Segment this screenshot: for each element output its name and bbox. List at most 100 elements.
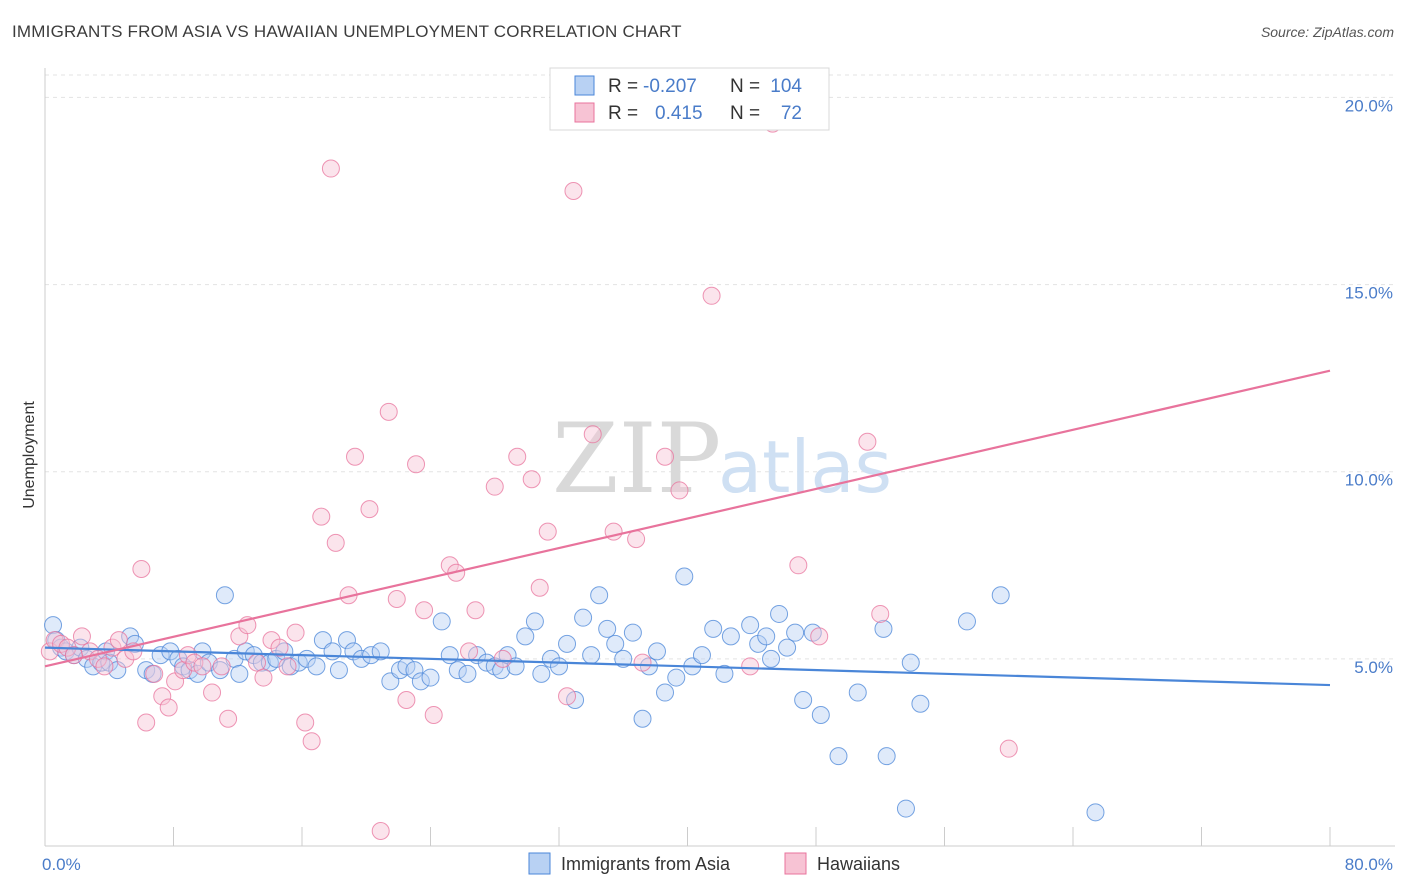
hawaiians-point-64	[633, 653, 652, 672]
hawaiians-point-48	[424, 706, 443, 724]
hawaiians-point-52	[466, 601, 485, 620]
asia-point-76	[633, 709, 652, 728]
hawaiians-point-15	[145, 664, 164, 683]
asia-point-103	[911, 694, 930, 713]
hawaiians-point-58	[538, 522, 557, 541]
source-label: Source: ZipAtlas.com	[1260, 24, 1394, 40]
x-tick-label-0: 0.0%	[42, 855, 81, 874]
bottom-legend-label-asia: Immigrants from Asia	[561, 854, 731, 874]
asia-point-66	[550, 657, 568, 676]
asia-point-71	[590, 586, 609, 605]
hawaiians-point-16	[153, 687, 172, 706]
asia-point-54	[448, 661, 467, 680]
asia-point-84	[704, 619, 723, 638]
asia-point-69	[574, 608, 593, 627]
asia-point-43	[352, 649, 371, 668]
asia-point-101	[896, 799, 915, 818]
asia-point-93	[786, 623, 805, 642]
axes	[44, 68, 1395, 847]
asia-point-98	[848, 683, 867, 702]
hawaiians-point-10	[109, 631, 128, 650]
hawaiians-point-37	[321, 159, 340, 178]
hawaiians-point-47	[415, 601, 434, 620]
asia-point-73	[606, 634, 625, 653]
asia-point-96	[811, 706, 830, 724]
asia-point-102	[901, 653, 920, 672]
asia-point-41	[337, 631, 356, 650]
asia-point-105	[991, 586, 1010, 605]
asia-point-79	[656, 683, 675, 702]
asia-point-62	[516, 627, 535, 646]
asia-point-64	[532, 664, 551, 683]
tick-labels: 5.0% 10.0% 15.0% 20.0% 0.0% 80.0%	[42, 96, 1393, 874]
y-tick-label-3: 20.0%	[1345, 96, 1393, 115]
hawaiians-point-43	[379, 402, 398, 421]
hawaiians-point-34	[296, 713, 315, 732]
hawaiians-point-46	[407, 455, 426, 474]
hawaiians-point-40	[346, 447, 365, 466]
asia-point-53	[440, 646, 459, 665]
asia-point-104	[957, 612, 976, 631]
hawaiians-point-59	[558, 687, 577, 706]
bottom-legend-swatch-asia	[528, 852, 551, 875]
hawaiians-point-56	[522, 470, 541, 489]
hawaiians-point-33	[286, 623, 305, 642]
asia-point-50	[411, 672, 430, 691]
hawaiians-point-44	[387, 589, 406, 608]
hawaiians-point-53	[485, 477, 504, 496]
hawaiians-point-22	[193, 657, 212, 676]
asia-point-67	[558, 634, 577, 653]
watermark: ZIP atlas	[552, 403, 892, 515]
watermark-atlas: atlas	[718, 425, 892, 509]
asia-point-83	[692, 646, 711, 665]
hawaiians-point-13	[132, 560, 151, 579]
hawaiians-point-28	[248, 653, 267, 672]
asia-point-45	[371, 642, 390, 661]
x-tick-label-1: 80.0%	[1345, 855, 1393, 874]
y-axis-label: Unemployment	[21, 401, 38, 509]
legend-n-value-asia: 104	[770, 76, 802, 97]
hawaiians-point-71	[789, 556, 808, 575]
asia-trend-line	[44, 646, 1331, 687]
bottom-legend-swatch-hawaiians	[784, 852, 807, 875]
asia-point-63	[525, 612, 544, 631]
bottom-legend-label-hawaiians: Hawaiians	[817, 854, 900, 874]
asia-point-81	[675, 567, 694, 586]
y-tick-label-2: 15.0%	[1345, 284, 1393, 303]
hawaiians-point-51	[460, 642, 479, 661]
asia-point-89	[757, 627, 776, 646]
hawaiians-point-36	[312, 507, 331, 526]
asia-point-44	[362, 646, 381, 665]
asia-point-0	[44, 616, 63, 635]
legend-swatch-hawaiians	[574, 102, 595, 123]
legend-n-label-asia: N =	[730, 76, 760, 97]
hawaiians-point-75	[999, 739, 1018, 758]
hawaiians-point-65	[656, 447, 675, 466]
hawaiians-point-17	[159, 698, 178, 717]
asia-point-51	[421, 668, 440, 687]
legend-n-label-hawaiians: N =	[730, 103, 760, 124]
hawaiians-point-72	[810, 627, 829, 646]
hawaiians-point-41	[360, 500, 379, 519]
asia-point-39	[323, 642, 342, 661]
asia-point-85	[715, 664, 734, 683]
hawaiians-point-45	[397, 691, 416, 710]
legend-r-label-hawaiians: R =	[608, 103, 638, 124]
asia-point-52	[432, 612, 451, 631]
asia-point-55	[458, 664, 477, 683]
hawaiians-point-66	[670, 481, 689, 500]
asia-point-37	[307, 657, 326, 676]
watermark-zip: ZIP	[552, 403, 721, 515]
hawaiians-point-8	[95, 657, 114, 676]
asia-point-91	[770, 604, 789, 623]
asia-point-99	[874, 619, 893, 638]
hawaiians-point-57	[530, 578, 549, 597]
hawaiians-point-23	[203, 683, 222, 702]
bottom-legend: Immigrants from Asia Hawaiians	[528, 852, 900, 875]
asia-point-86	[721, 627, 740, 646]
asia-point-87	[741, 616, 760, 635]
asia-point-80	[667, 668, 686, 687]
hawaiians-point-54	[493, 649, 512, 668]
hawaiians-point-38	[326, 533, 345, 552]
